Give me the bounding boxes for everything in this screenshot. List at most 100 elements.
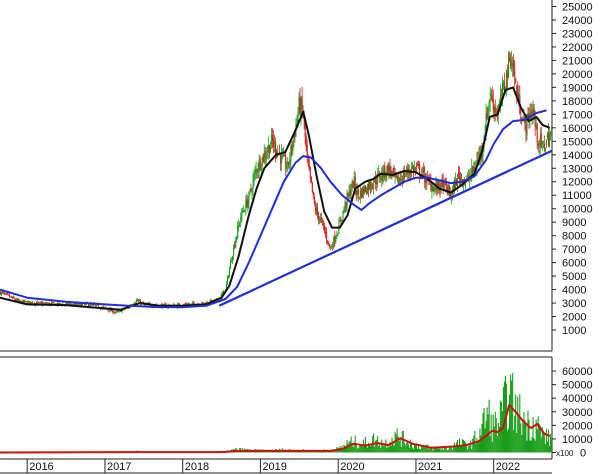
candle-body	[432, 188, 434, 192]
candle-body	[1, 292, 3, 295]
volume-bar	[414, 443, 417, 453]
volume-bar	[529, 440, 531, 453]
volume-bar	[493, 426, 495, 453]
candle-body	[297, 111, 299, 123]
candle-body	[283, 154, 285, 156]
candle-body	[292, 141, 294, 152]
volume-bar	[426, 445, 428, 453]
volume-bar	[386, 448, 388, 453]
candle-body	[345, 203, 347, 206]
candle-body	[511, 63, 513, 67]
volume-bar	[260, 451, 262, 453]
candle-body	[239, 223, 241, 225]
candle-body	[360, 189, 362, 198]
volume-bar	[404, 445, 406, 453]
candle-body	[57, 302, 59, 306]
candle-body	[494, 106, 496, 112]
candle-body	[503, 83, 506, 89]
volume-bar	[469, 445, 471, 453]
volume-bar	[451, 449, 453, 453]
volume-bar	[361, 446, 363, 453]
candle-body	[114, 312, 116, 313]
volume-bar	[541, 427, 543, 453]
price-y-tick-label: 17000	[562, 109, 593, 121]
candle-body	[543, 143, 545, 149]
volume-bar	[402, 430, 404, 453]
volume-bar	[475, 443, 477, 453]
price-y-tick-label: 8000	[562, 231, 586, 243]
candle-body	[547, 132, 550, 146]
candle-body	[373, 183, 375, 190]
volume-bar	[470, 440, 472, 453]
volume-bar	[440, 450, 442, 453]
volume-bar	[385, 439, 387, 453]
candle-body	[404, 175, 406, 177]
candle-body	[320, 217, 323, 220]
candle-body	[25, 301, 27, 303]
candle-body	[479, 151, 481, 157]
candle-body	[163, 304, 165, 305]
candle-body	[255, 168, 257, 173]
candle-body	[319, 218, 322, 221]
volume-bar	[293, 451, 295, 453]
candle-body	[409, 173, 412, 175]
candle-body	[501, 83, 504, 98]
volume-bar	[441, 447, 443, 453]
volume-bar	[499, 400, 501, 453]
candle-body	[507, 72, 509, 78]
candle-body	[418, 164, 420, 167]
candle-body	[510, 59, 512, 66]
volume-bar	[528, 419, 530, 453]
volume-bar	[544, 444, 546, 453]
candle-body	[296, 119, 298, 122]
candle-body	[268, 145, 270, 154]
candle-body	[263, 152, 265, 163]
candle-body	[111, 309, 113, 312]
volume-bar	[547, 429, 549, 453]
volume-overlays	[0, 404, 551, 454]
candle-body	[362, 188, 364, 194]
candle-body	[417, 164, 419, 166]
volume-bar	[409, 439, 411, 453]
candle-body	[290, 145, 292, 162]
candle-body	[392, 169, 394, 171]
candle-body	[117, 311, 119, 312]
candle-body	[262, 154, 264, 162]
volume-bar	[356, 448, 358, 453]
candle-body	[192, 302, 194, 305]
volume-bar	[430, 446, 432, 453]
candle-body	[138, 300, 140, 302]
candle-body	[363, 186, 366, 193]
price-y-tick-label: 25000	[562, 2, 593, 14]
candle-body	[337, 234, 339, 235]
candle-body	[448, 185, 450, 193]
volume-bar	[437, 448, 439, 453]
price-y-tick-label: 19000	[562, 82, 593, 94]
candle-body	[191, 303, 193, 305]
candle-body	[257, 169, 259, 173]
volume-bar	[433, 446, 435, 453]
volume-bar	[508, 428, 510, 453]
volume-bar	[340, 448, 342, 453]
volume-bar	[368, 445, 371, 453]
volume-bar	[381, 439, 383, 453]
candle-body	[48, 303, 50, 305]
candle-body	[491, 95, 493, 102]
candle-body	[318, 219, 321, 221]
candle-body	[422, 169, 424, 174]
candle-body	[289, 159, 291, 166]
candle-body	[75, 303, 77, 305]
volume-bar	[422, 445, 424, 453]
candle-body	[506, 69, 508, 93]
candle-body	[89, 303, 92, 306]
candle-body	[322, 220, 324, 222]
candle-body	[486, 112, 488, 120]
candle-body	[52, 302, 54, 304]
candle-body	[485, 112, 487, 136]
candle-body	[254, 170, 256, 175]
volume-bar	[526, 440, 528, 453]
volume-bar	[496, 435, 498, 453]
volume-bar	[375, 440, 377, 453]
candle-body	[352, 181, 354, 189]
